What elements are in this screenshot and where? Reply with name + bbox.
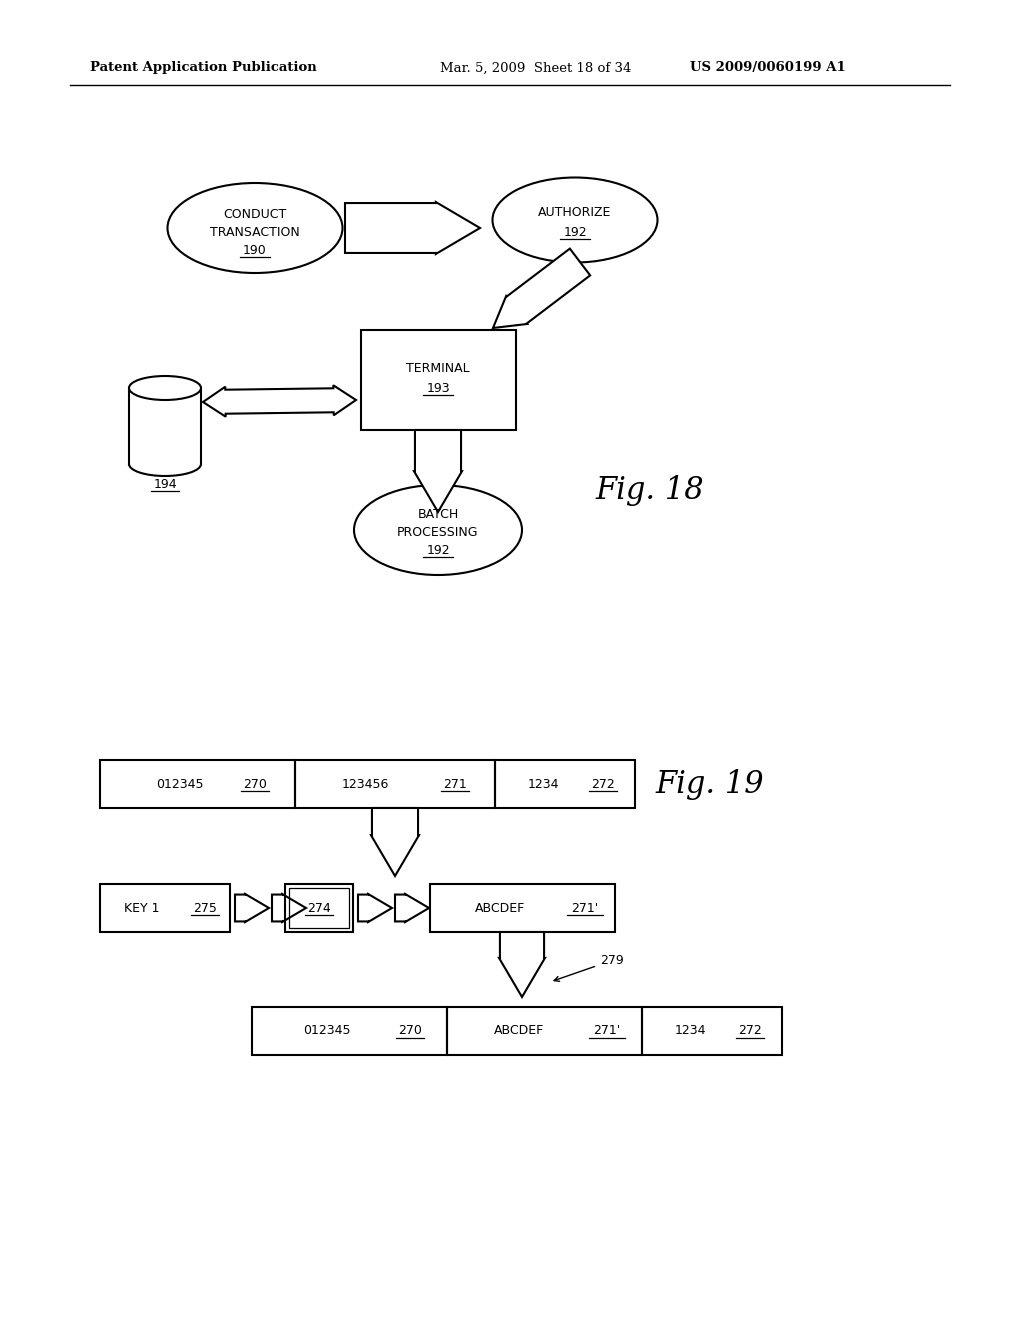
Text: US 2009/0060199 A1: US 2009/0060199 A1	[690, 62, 846, 74]
Text: 274: 274	[307, 902, 331, 915]
Text: Fig. 18: Fig. 18	[596, 474, 705, 506]
Bar	[285, 884, 353, 932]
Polygon shape	[272, 894, 306, 921]
Text: TERMINAL: TERMINAL	[407, 362, 470, 375]
Bar	[430, 884, 615, 932]
Text: 123456: 123456	[341, 777, 389, 791]
Text: 272: 272	[738, 1024, 762, 1038]
Text: 193: 193	[426, 381, 450, 395]
Text: 271': 271'	[593, 1024, 621, 1038]
Text: CONDUCT: CONDUCT	[223, 207, 287, 220]
Text: 192: 192	[426, 544, 450, 557]
Bar	[100, 760, 295, 808]
Text: BATCH: BATCH	[418, 507, 459, 520]
Text: 1234: 1234	[527, 777, 559, 791]
Polygon shape	[371, 808, 419, 876]
Text: ABCDEF: ABCDEF	[475, 902, 525, 915]
Polygon shape	[493, 248, 590, 327]
Text: Mar. 5, 2009  Sheet 18 of 34: Mar. 5, 2009 Sheet 18 of 34	[440, 62, 632, 74]
Polygon shape	[395, 894, 429, 921]
Text: 279: 279	[554, 954, 624, 981]
Polygon shape	[203, 385, 356, 417]
Text: 194: 194	[154, 478, 177, 491]
Text: 190: 190	[243, 243, 267, 256]
Polygon shape	[345, 202, 480, 253]
Text: 012345: 012345	[157, 777, 204, 791]
Text: KEY 1: KEY 1	[124, 902, 160, 915]
Polygon shape	[358, 894, 392, 921]
Bar	[289, 888, 349, 928]
Text: AUTHORIZE: AUTHORIZE	[539, 206, 611, 219]
Text: 1234: 1234	[674, 1024, 706, 1038]
Bar	[495, 760, 635, 808]
Text: 270: 270	[243, 777, 267, 791]
Text: 275: 275	[194, 902, 217, 915]
Polygon shape	[499, 932, 545, 997]
Bar	[642, 1007, 782, 1055]
Text: PROCESSING: PROCESSING	[397, 525, 479, 539]
Text: Fig. 19: Fig. 19	[655, 768, 764, 800]
Polygon shape	[414, 430, 462, 512]
Bar	[100, 884, 230, 932]
Text: 272: 272	[591, 777, 614, 791]
Bar	[361, 330, 516, 430]
Text: 012345: 012345	[303, 1024, 351, 1038]
Bar	[447, 1007, 642, 1055]
Ellipse shape	[129, 376, 201, 400]
Text: Patent Application Publication: Patent Application Publication	[90, 62, 316, 74]
Text: 271: 271	[443, 777, 467, 791]
Polygon shape	[234, 894, 269, 921]
Text: ABCDEF: ABCDEF	[494, 1024, 544, 1038]
Bar	[252, 1007, 447, 1055]
Text: 192: 192	[563, 226, 587, 239]
Text: TRANSACTION: TRANSACTION	[210, 226, 300, 239]
Text: 270: 270	[398, 1024, 422, 1038]
Bar	[295, 760, 495, 808]
Text: 271': 271'	[571, 902, 599, 915]
